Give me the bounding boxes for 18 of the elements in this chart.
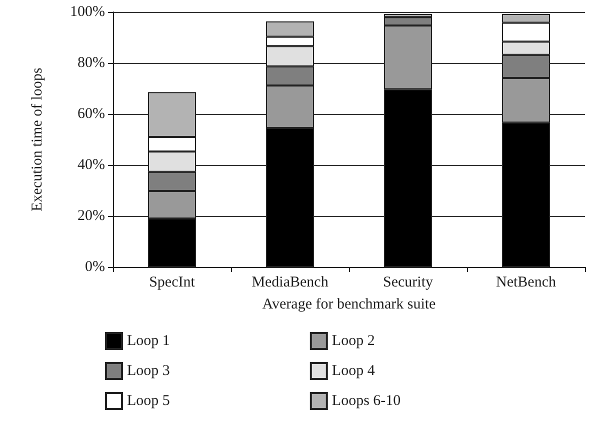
x-tick-label: NetBench [496, 274, 556, 290]
y-axis-title: Execution time of loops [30, 67, 46, 212]
x-tick-label: Security [383, 274, 434, 290]
y-tick-label: 20% [78, 208, 105, 224]
legend-label: Loops 6-10 [332, 393, 401, 409]
legend-label: Loop 5 [127, 393, 170, 409]
x-tick-label: SpecInt [149, 274, 196, 290]
legend-label: Loop 4 [332, 363, 376, 379]
y-tick-label: 100% [70, 4, 105, 20]
x-tick-label: MediaBench [252, 274, 329, 290]
legend-label: Loop 2 [332, 333, 375, 349]
legend-label: Loop 3 [127, 363, 170, 379]
y-tick-label: 80% [78, 55, 105, 71]
y-tick-label: 60% [78, 106, 105, 122]
x-axis-title: Average for benchmark suite [262, 296, 436, 312]
y-tick-label: 40% [78, 157, 105, 173]
legend-label: Loop 1 [127, 333, 170, 349]
y-tick-label: 0% [85, 259, 105, 275]
